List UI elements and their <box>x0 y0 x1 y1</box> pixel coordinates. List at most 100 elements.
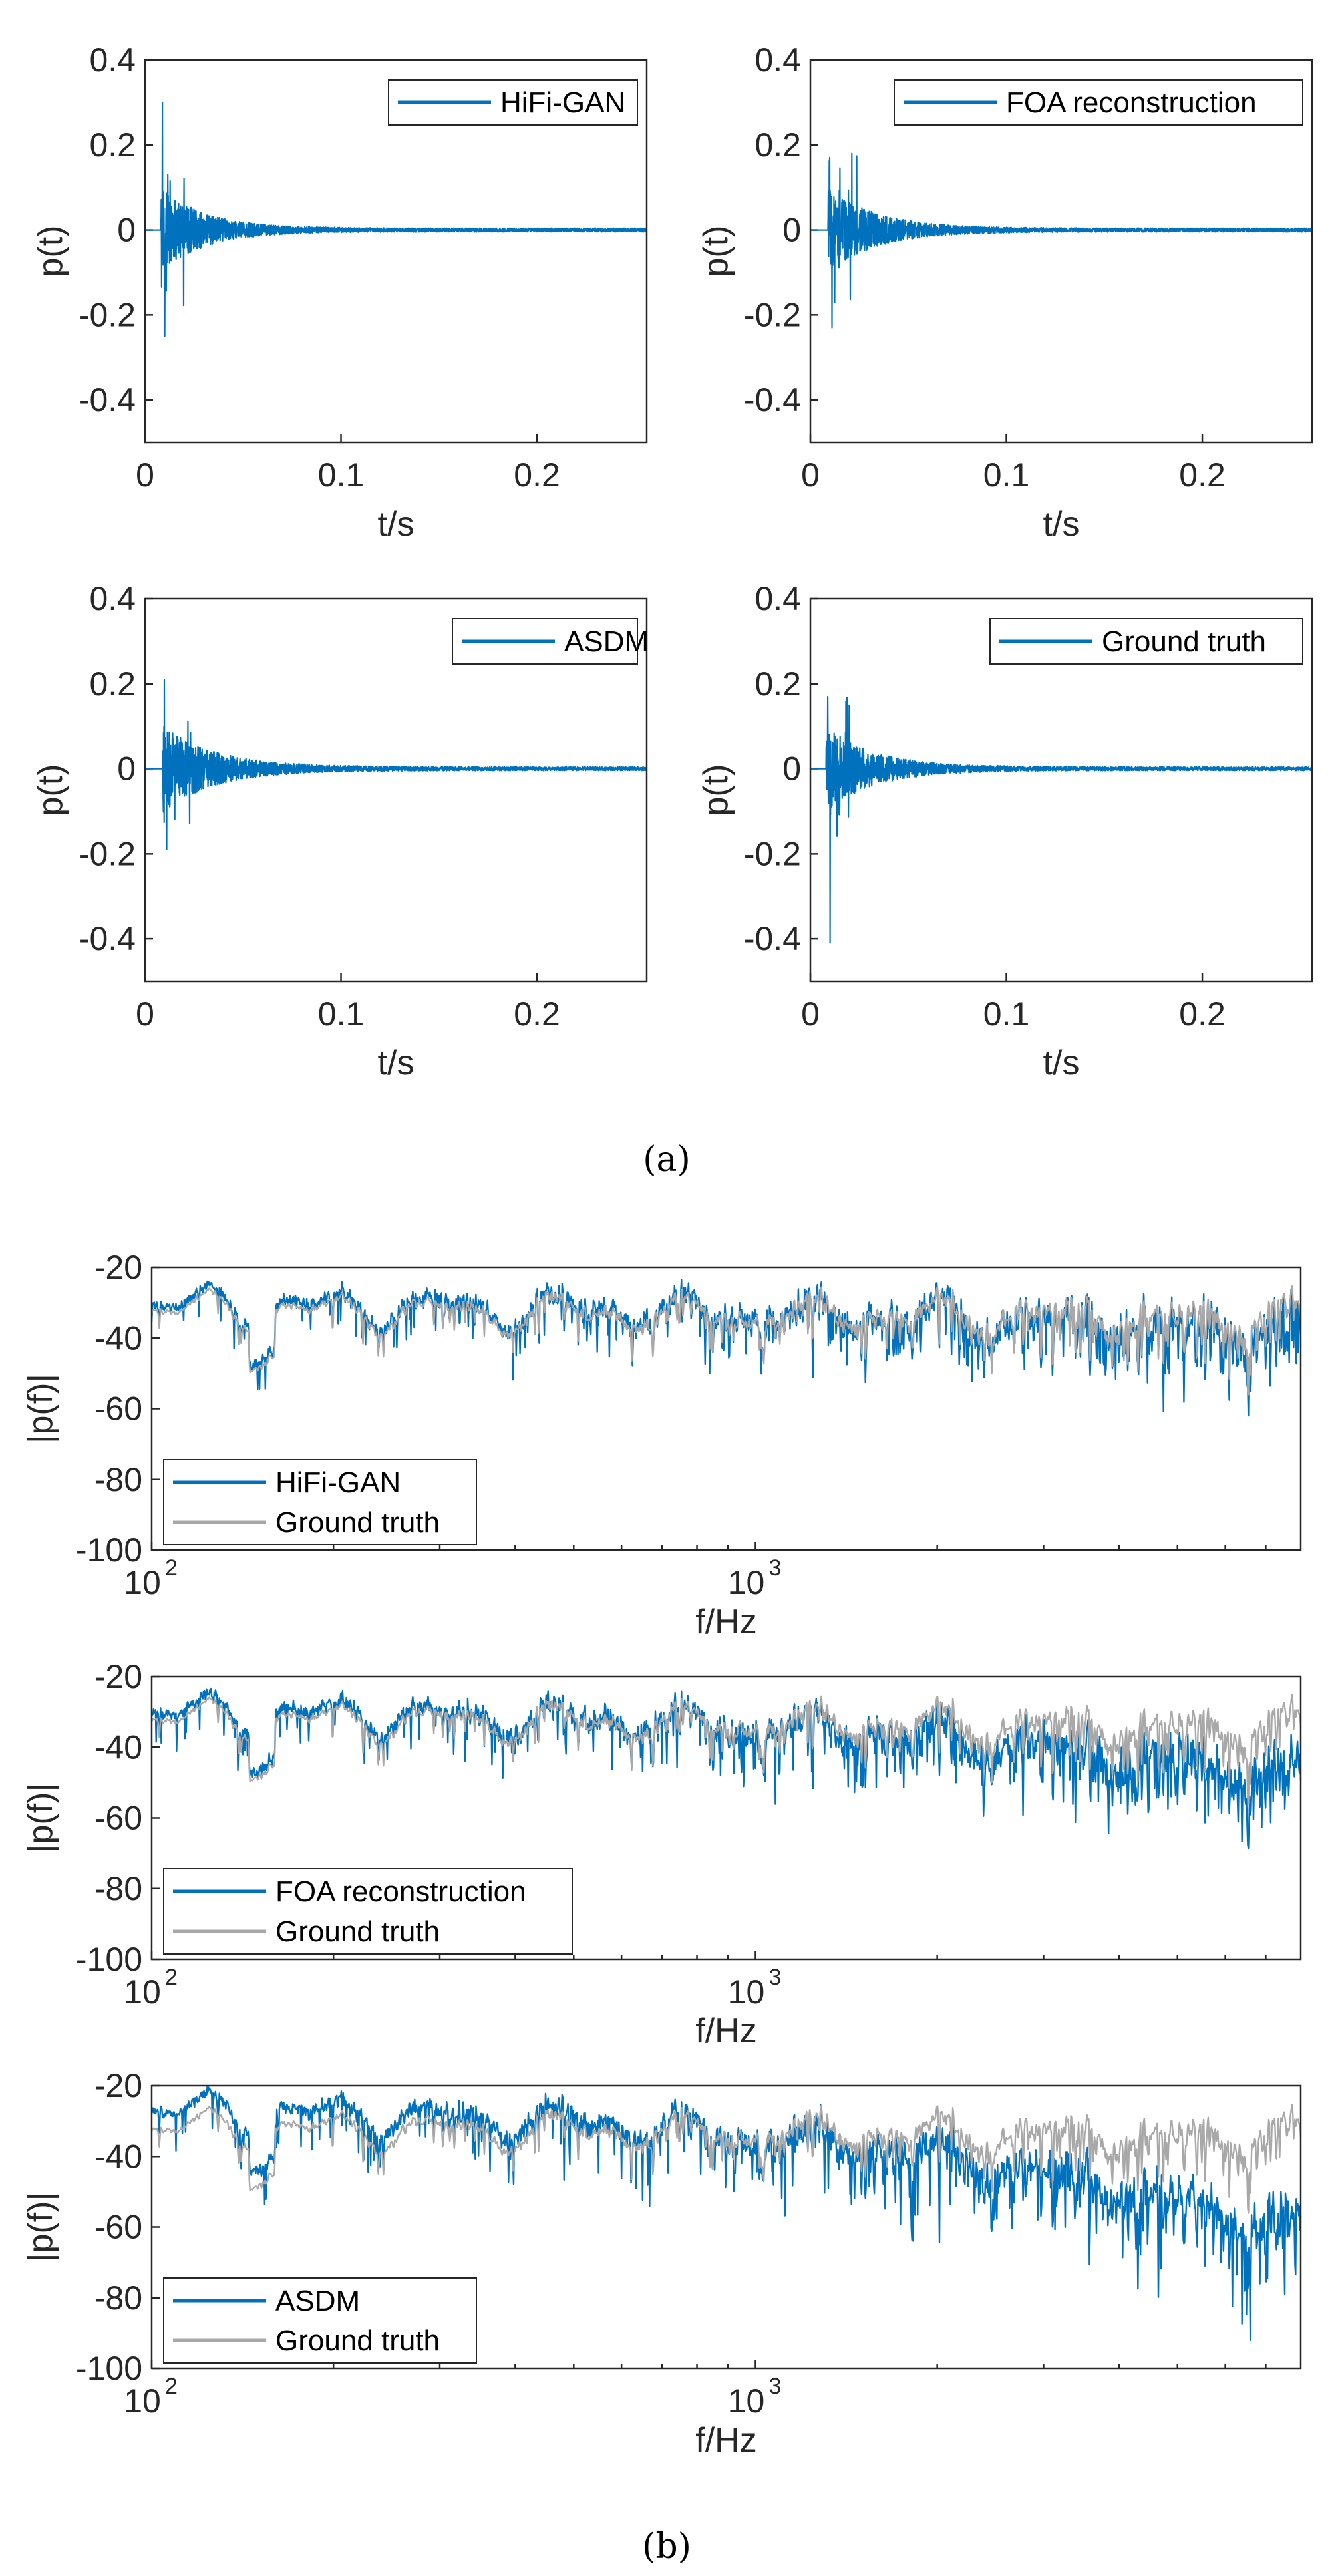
ytick-label: -40 <box>94 1319 142 1357</box>
ytick-label: -0.2 <box>79 296 136 333</box>
axes-frame <box>809 59 1313 444</box>
series-line-hifi-gan <box>144 101 648 337</box>
y-axis-label: p(t) <box>31 226 70 277</box>
ytick-label: -0.2 <box>744 835 801 872</box>
chart-a1: 0.4 0.2 0 -0.2 -0.4 0 0.1 0.2 t/s p(t) HiFi-GAN <box>31 41 648 544</box>
y-axis-label: |p(f)| <box>21 2192 60 2262</box>
series-line-ground-truth <box>150 1694 1302 1805</box>
xtick-exponent: 3 <box>768 1965 781 1990</box>
ytick-label: 0.4 <box>89 41 136 79</box>
legend-label: HiFi-GAN <box>275 1466 401 1499</box>
legend-label: Ground truth <box>1102 625 1266 658</box>
ytick-label: -20 <box>94 1658 142 1695</box>
ytick-label: -0.4 <box>744 920 801 957</box>
ytick-label: 0.4 <box>754 580 801 617</box>
caption-b: (b) <box>642 2527 691 2567</box>
ytick-label: 0 <box>117 750 136 788</box>
ytick-label: 0.4 <box>89 580 136 617</box>
xtick-label: 0.2 <box>514 995 560 1033</box>
ytick-label: -20 <box>94 2067 142 2104</box>
ytick-label: 0 <box>117 212 136 249</box>
legend-label: HiFi-GAN <box>500 86 625 119</box>
y-axis-label: |p(f)| <box>21 1374 60 1444</box>
legend-label: Ground truth <box>275 1915 440 1948</box>
axes-frame <box>150 1675 1302 1961</box>
ytick-label: 0.2 <box>754 665 801 703</box>
ytick-label: -100 <box>76 2350 142 2387</box>
ytick-label: 0.2 <box>754 126 801 164</box>
legend-box <box>894 79 1303 126</box>
legend-box <box>163 2277 477 2364</box>
ytick-label: -0.4 <box>79 381 136 418</box>
ytick-label: -0.2 <box>79 835 136 872</box>
xtick-label: 0.2 <box>514 456 560 494</box>
legend-box <box>163 1868 573 1955</box>
chart-a4: 0.4 0.2 0 -0.2 -0.4 0 0.1 0.2 t/s p(t) Ground trut… <box>697 580 1313 1082</box>
y-axis-label: p(t) <box>697 764 735 816</box>
x-axis-label: t/s <box>1043 505 1080 544</box>
xtick-label: 10 <box>728 1564 765 1601</box>
xtick-label: 10 <box>728 2382 765 2420</box>
chart-a2: 0.4 0.2 0 -0.2 -0.4 0 0.1 0.2 t/s p(t) FOA reconst… <box>697 41 1313 544</box>
axes-frame <box>144 597 648 983</box>
ytick-label: -100 <box>76 1531 142 1569</box>
xtick-label: 10 <box>124 2382 161 2420</box>
series-line-ground-truth <box>810 695 1313 944</box>
xtick-label: 0 <box>801 456 820 494</box>
x-axis-label: f/Hz <box>695 2421 756 2460</box>
series-line-ground-truth <box>150 1285 1302 1396</box>
ytick-label: -0.2 <box>744 296 801 333</box>
ytick-label: -40 <box>94 2138 142 2175</box>
y-axis-label: p(t) <box>31 764 70 816</box>
xtick-exponent: 2 <box>165 1965 178 1990</box>
legend-label: Ground truth <box>275 2325 440 2357</box>
xtick-label: 0.1 <box>318 456 365 494</box>
legend-label: FOA reconstruction <box>1006 86 1257 119</box>
ytick-label: -0.4 <box>744 381 801 418</box>
xtick-label: 0.2 <box>1179 456 1226 494</box>
ytick-label: 0 <box>782 750 801 788</box>
ytick-label: 0 <box>782 212 801 249</box>
xtick-label: 0.1 <box>983 995 1030 1033</box>
xtick-label: 0.1 <box>318 995 365 1033</box>
ytick-label: -60 <box>94 2209 142 2246</box>
xtick-label: 10 <box>124 1973 161 2011</box>
ytick-label: 0.2 <box>89 665 136 703</box>
legend-label: FOA reconstruction <box>275 1875 526 1908</box>
axes-frame <box>809 597 1313 983</box>
xtick-label: 0 <box>801 995 820 1033</box>
y-axis-label: p(t) <box>697 226 735 277</box>
series-line-hifi-gan <box>150 1279 1302 1417</box>
legend-label: Ground truth <box>275 1506 440 1539</box>
ytick-label: 0.4 <box>754 41 801 79</box>
xtick-label: 0 <box>136 995 154 1033</box>
xtick-exponent: 2 <box>165 2374 178 2399</box>
x-axis-label: f/Hz <box>695 2012 756 2050</box>
x-axis-label: t/s <box>1043 1044 1080 1082</box>
ytick-label: -20 <box>94 1249 142 1286</box>
series-line-asdm <box>144 679 647 850</box>
axes-frame <box>150 2084 1302 2370</box>
axes-frame <box>150 1266 1302 1551</box>
chart-a3: 0.4 0.2 0 -0.2 -0.4 0 0.1 0.2 t/s p(t) ASDM <box>31 580 649 1082</box>
xtick-exponent: 3 <box>768 2374 781 2399</box>
ytick-label: -60 <box>94 1390 142 1428</box>
series-line-ground-truth <box>150 2104 1302 2214</box>
series-line-asdm <box>151 2086 1302 2341</box>
xtick-label: 10 <box>728 1973 765 2011</box>
x-axis-label: f/Hz <box>695 1603 756 1641</box>
ytick-label: -100 <box>76 1941 142 1978</box>
xtick-label: 0 <box>136 456 154 494</box>
legend-box <box>163 1459 477 1545</box>
xtick-label: 10 <box>124 1564 161 1601</box>
y-axis-label: |p(f)| <box>21 1783 60 1853</box>
legend-label: ASDM <box>275 2285 360 2317</box>
legend-label: ASDM <box>564 625 649 658</box>
xtick-exponent: 2 <box>165 1555 178 1581</box>
series-line-foa-reconstruction <box>810 152 1313 329</box>
xtick-exponent: 3 <box>768 1555 781 1581</box>
